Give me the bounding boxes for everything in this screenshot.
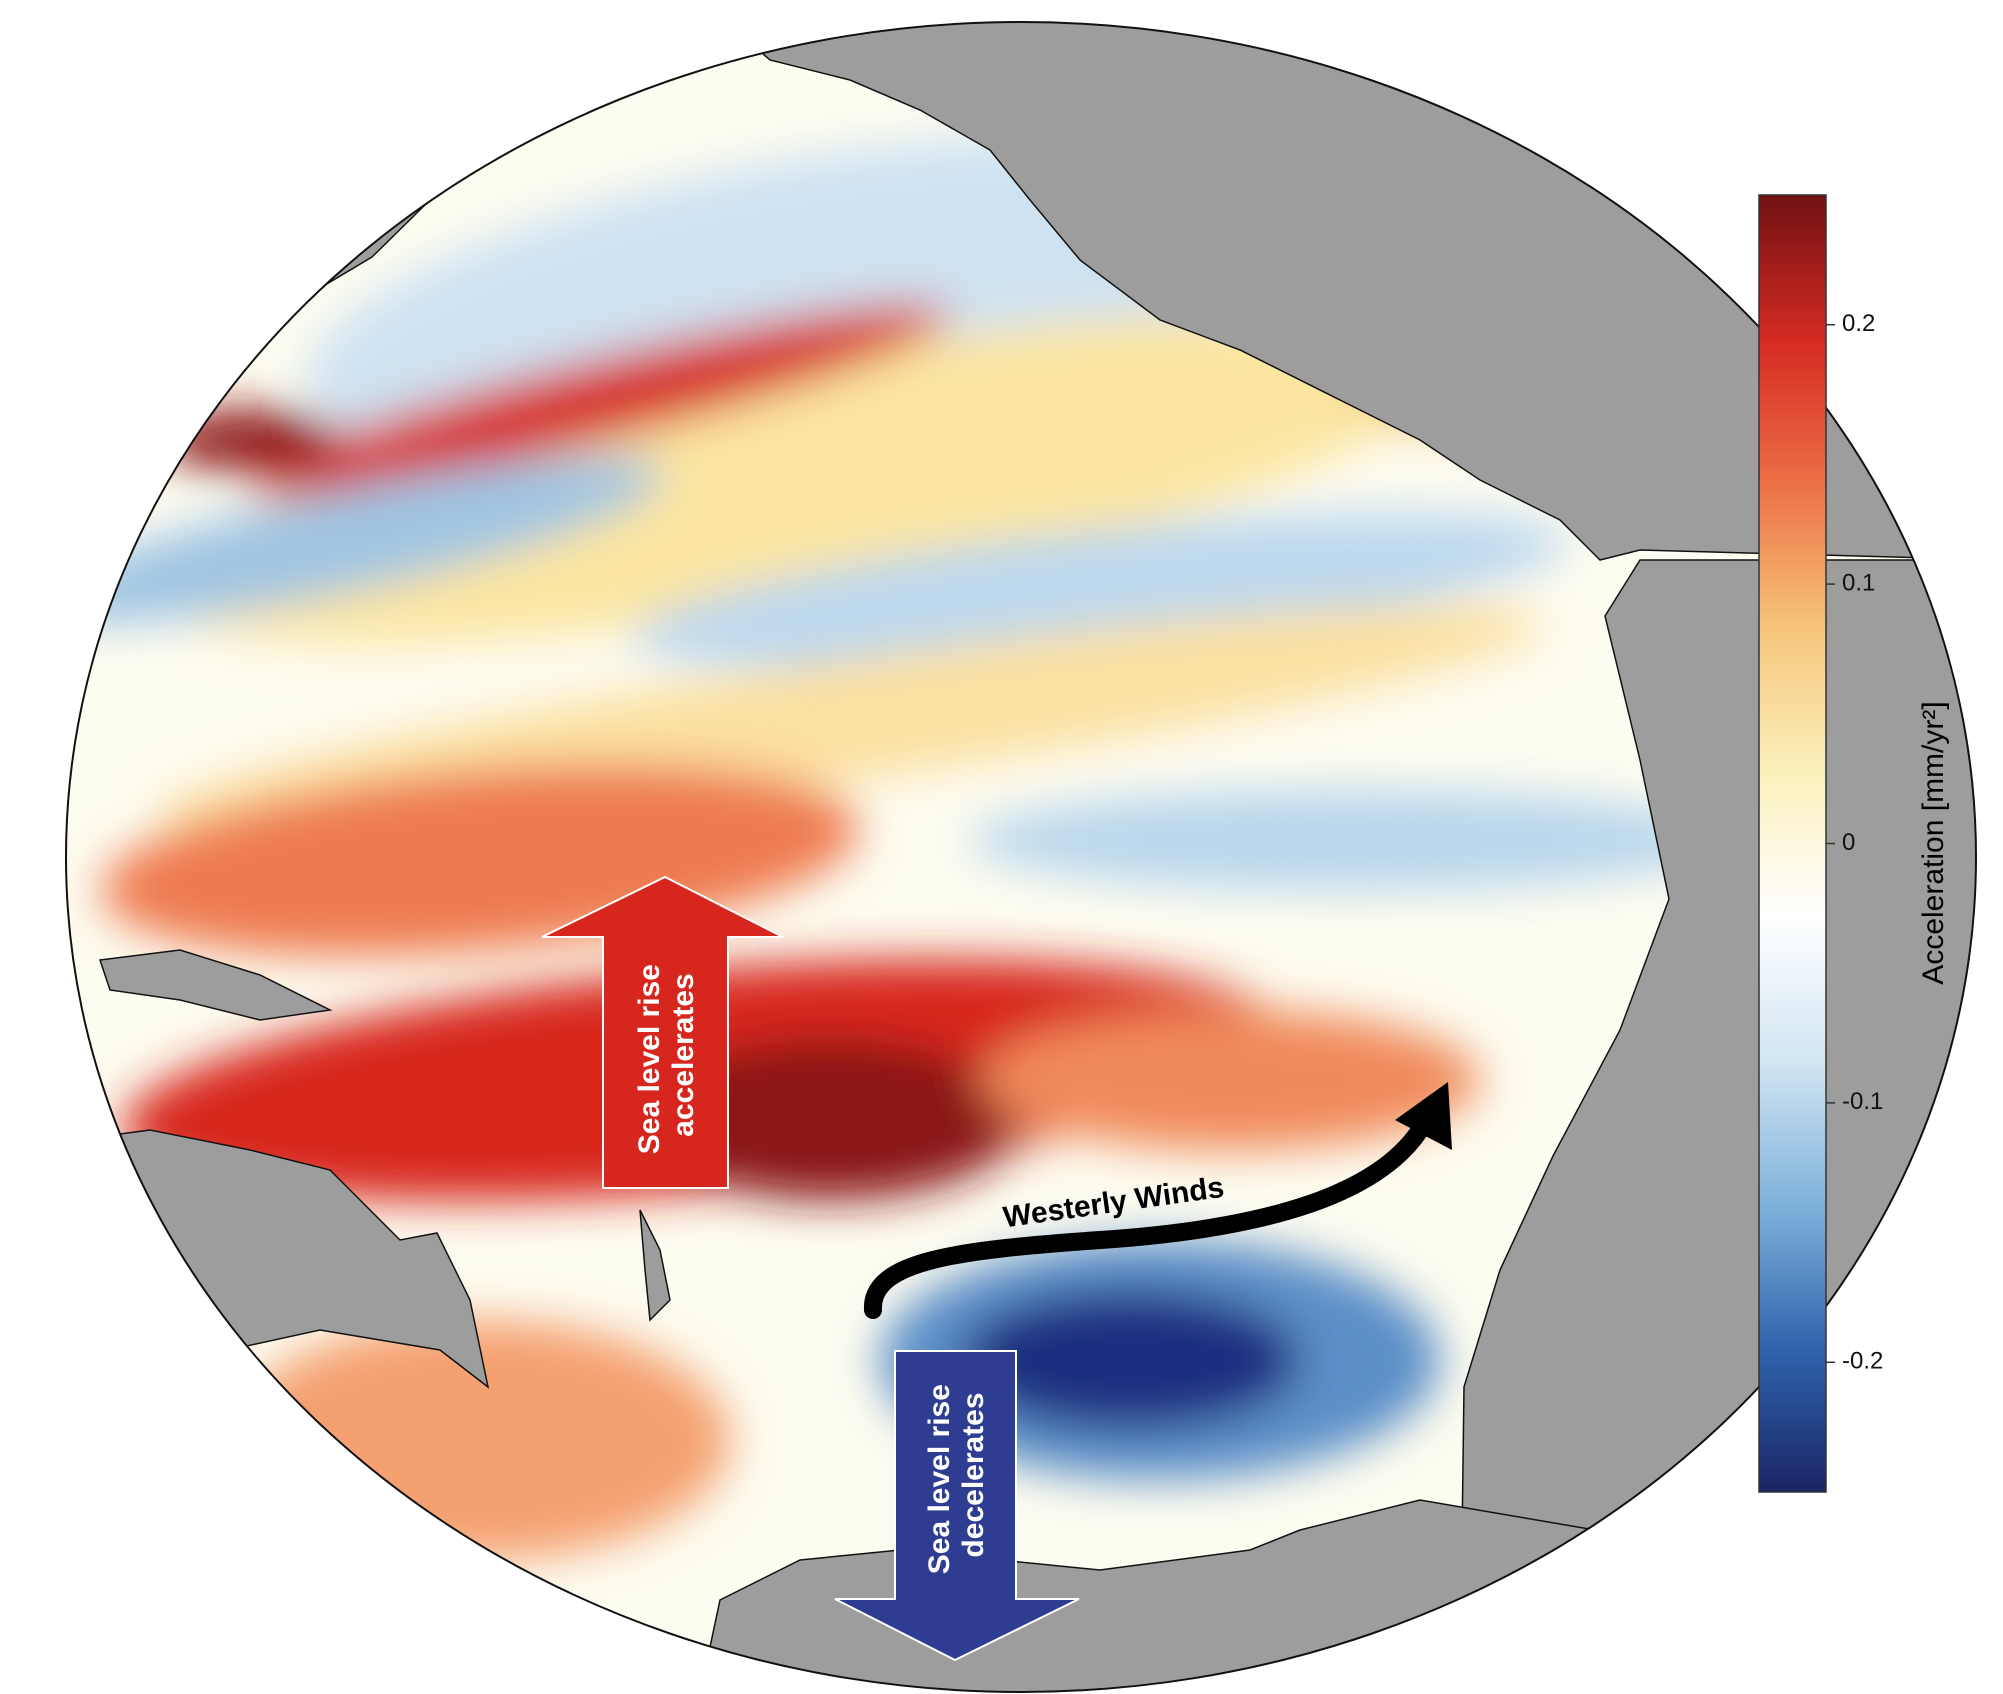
annotation: Sea level rise accelerates (633, 956, 700, 1155)
globe-outline (65, 21, 1977, 1693)
colorbar-tick-label: 0.2 (1842, 310, 1875, 337)
colorbar-tick-label: -0.1 (1842, 1088, 1883, 1115)
annotation-line: Sea level rise (633, 964, 666, 1154)
annotation-line: accelerates (667, 973, 700, 1136)
wind-arrow-head (1395, 1082, 1452, 1150)
colorbar-tick-label: -0.2 (1842, 1348, 1883, 1375)
up-arrow (541, 875, 784, 1189)
colorbar-label: Acceleration [mm/yr²] (1917, 701, 1950, 984)
colorbar-tick-label: 0.1 (1842, 569, 1875, 596)
colorbar: -0.2 -0.1 0 0.1 0.2 (1758, 194, 1883, 1493)
annotation: Sea level rise decelerates (923, 1376, 990, 1575)
colorbar-scale (1758, 194, 1827, 1493)
annotation-line: Sea level rise (923, 1384, 956, 1574)
colorbar-tick-label: 0 (1842, 829, 1855, 856)
sea-level-field (66, 137, 1730, 1560)
down-arrow (834, 1350, 1080, 1662)
annotation-line: decelerates (957, 1392, 990, 1557)
wind-arrow (864, 1121, 1429, 1319)
